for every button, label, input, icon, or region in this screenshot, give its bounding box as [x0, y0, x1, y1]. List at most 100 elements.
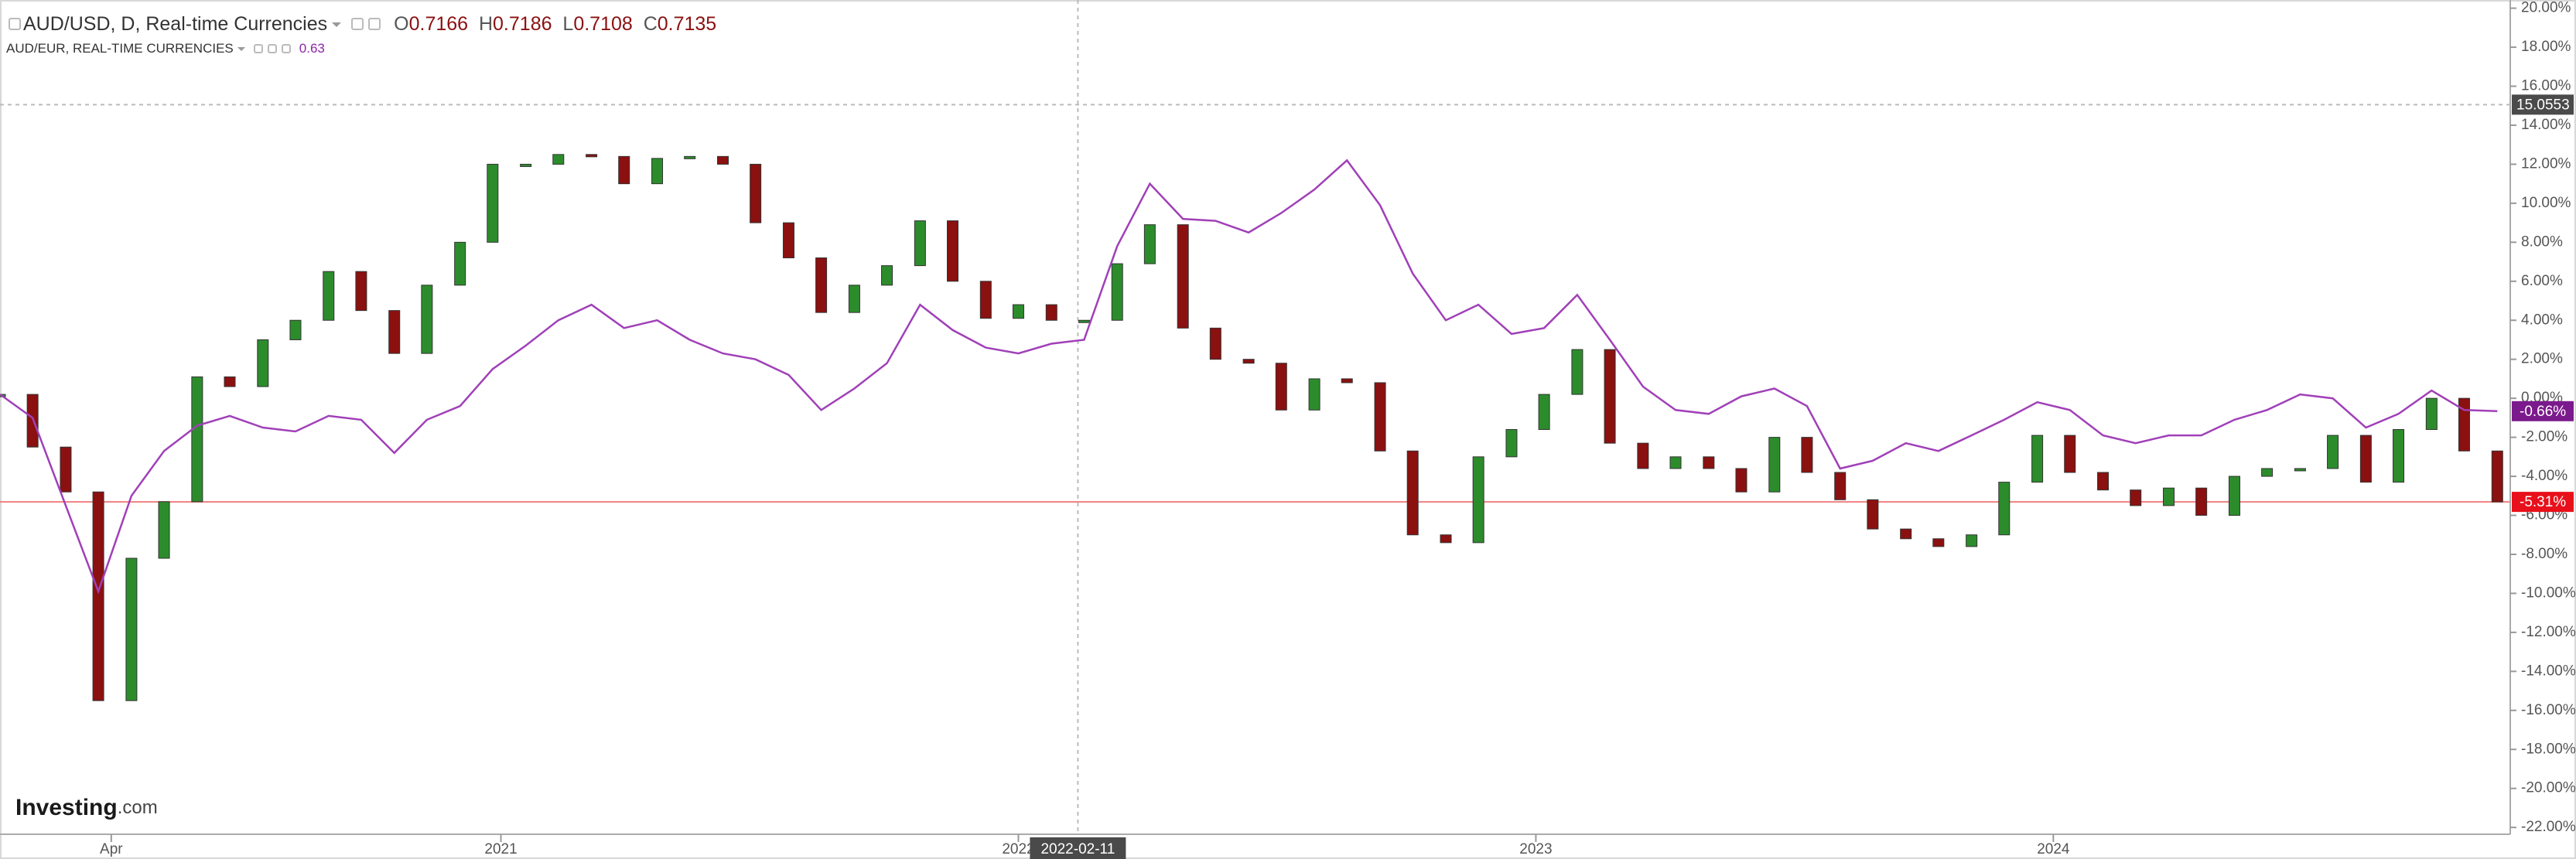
- candle: [2491, 450, 2503, 503]
- candle: [2228, 476, 2240, 516]
- candle: [782, 222, 794, 259]
- compare-line: [0, 159, 2498, 595]
- candle: [2294, 468, 2306, 472]
- x-tick-label: 2024: [2037, 841, 2070, 857]
- ohlc-key: L: [562, 12, 574, 35]
- y-tick-label: 4.00%: [2521, 312, 2563, 328]
- dropdown[interactable]: [332, 22, 342, 32]
- candle: [1012, 304, 1024, 319]
- candle: [1374, 382, 1386, 452]
- collapse-icon[interactable]: [9, 18, 21, 30]
- candle: [914, 220, 926, 267]
- candle: [1768, 437, 1781, 493]
- candle: [454, 241, 466, 286]
- y-tick-label: -4.00%: [2521, 468, 2567, 484]
- candle: [750, 163, 762, 223]
- compare-legend: AUD/EUR, REAL-TIME CURRENCIES 0.63: [6, 39, 716, 59]
- candle: [2163, 487, 2175, 506]
- y-tick-label: -18.00%: [2521, 741, 2576, 757]
- y-tick-label: 16.00%: [2521, 78, 2571, 94]
- candle: [125, 557, 138, 701]
- y-tick-label: 10.00%: [2521, 195, 2571, 211]
- x-tick-label: 2022: [1002, 841, 1034, 857]
- compare-value: 0.63: [299, 41, 325, 56]
- crosshair-y-label: 15.0553: [2516, 97, 2570, 113]
- settings-icon[interactable]: [351, 18, 364, 30]
- candle: [26, 394, 39, 448]
- candle: [1703, 456, 1715, 469]
- candle: [1505, 429, 1518, 458]
- last-value-tag: [2512, 401, 2574, 421]
- candle: [618, 155, 630, 185]
- candle: [2097, 472, 2110, 491]
- close-icon[interactable]: [368, 18, 381, 30]
- x-tick-label: Apr: [100, 841, 123, 857]
- compare-title[interactable]: AUD/EUR, REAL-TIME CURRENCIES: [6, 41, 234, 56]
- ohlc: O0.7166 H0.7186 L0.7108 C0.7135: [394, 13, 716, 36]
- candle: [323, 271, 335, 321]
- last-value-label: -5.31%: [2520, 494, 2566, 510]
- candle: [158, 501, 170, 559]
- candle: [1406, 450, 1419, 536]
- candle: [651, 158, 664, 185]
- candle: [355, 271, 367, 312]
- main-legend: AUD/USD, D, Real-time Currencies O0.7166…: [6, 11, 716, 37]
- y-tick-label: 2.00%: [2521, 351, 2563, 367]
- candle: [92, 491, 104, 701]
- y-tick-label: 18.00%: [2521, 39, 2571, 55]
- candle: [1867, 499, 1879, 530]
- y-tick-label: 20.00%: [2521, 0, 2571, 16]
- y-tick-label: -14.00%: [2521, 663, 2576, 679]
- y-tick-label: -20.00%: [2521, 780, 2576, 796]
- candle: [2261, 468, 2274, 477]
- candle: [520, 163, 532, 167]
- candle: [2359, 435, 2372, 483]
- settings-icon[interactable]: [267, 44, 277, 53]
- candle: [586, 154, 598, 158]
- candle: [1538, 394, 1550, 431]
- candle: [717, 155, 729, 165]
- candle: [1111, 263, 1123, 321]
- candle: [1440, 534, 1452, 544]
- candle: [257, 339, 269, 387]
- candle: [1571, 349, 1584, 395]
- candle: [1177, 224, 1189, 329]
- ohlc-value: 0.7186: [493, 12, 552, 35]
- candle: [1900, 528, 1912, 540]
- candle: [1078, 319, 1090, 323]
- candle: [848, 285, 860, 313]
- candle: [881, 265, 893, 286]
- dropdown[interactable]: [237, 47, 245, 55]
- candle: [1735, 468, 1748, 493]
- candle: [60, 446, 72, 493]
- ohlc-value: 0.7108: [573, 12, 633, 35]
- candle: [1637, 442, 1649, 469]
- candle: [2130, 489, 2142, 506]
- logo-text: Investing: [15, 795, 118, 820]
- candle: [2195, 487, 2208, 516]
- candle: [2064, 435, 2076, 473]
- candles: [0, 154, 2503, 701]
- close-icon[interactable]: [281, 44, 291, 53]
- ohlc-key: H: [478, 12, 494, 35]
- candle: [815, 257, 828, 313]
- candle: [1604, 349, 1616, 444]
- candle: [1966, 534, 1978, 547]
- candle: [2031, 435, 2044, 483]
- candle: [1932, 538, 1945, 547]
- visibility-icon[interactable]: [253, 44, 263, 53]
- candle: [388, 310, 401, 354]
- y-tick-label: -12.00%: [2521, 624, 2576, 640]
- logo: Investing.com: [15, 795, 158, 820]
- candle: [191, 376, 203, 503]
- crosshair-x-label: 2022-02-11: [1040, 841, 1115, 857]
- candle: [552, 154, 565, 165]
- candle: [1998, 482, 2011, 536]
- symbol-title[interactable]: AUD/USD, D, Real-time Currencies: [23, 12, 328, 35]
- ohlc-value: 0.7166: [408, 12, 469, 35]
- candle: [1045, 304, 1057, 321]
- last-value-tag: [2512, 492, 2574, 513]
- ohlc-key: C: [643, 12, 658, 35]
